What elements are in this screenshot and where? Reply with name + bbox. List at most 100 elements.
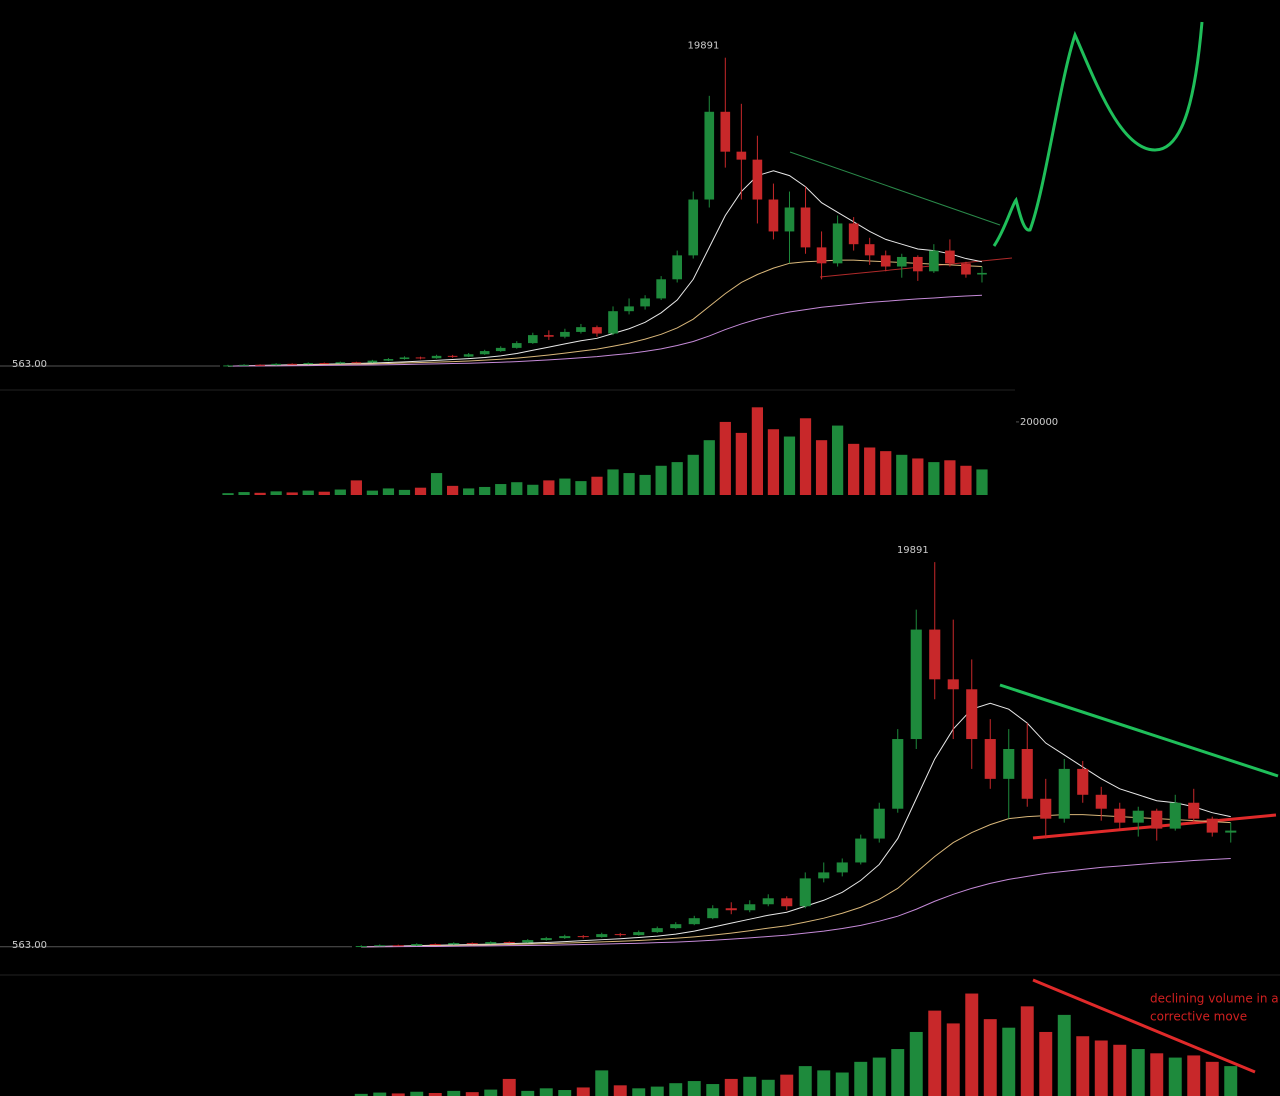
resistance-line xyxy=(789,151,1001,226)
volume-bar xyxy=(465,1092,479,1096)
volume-bar xyxy=(815,440,828,495)
volume-bar xyxy=(302,490,314,495)
candle-body xyxy=(1132,810,1144,823)
volume-bar xyxy=(880,451,892,495)
candle-body xyxy=(818,872,830,879)
moving-average xyxy=(228,259,983,367)
volume-bar xyxy=(687,454,699,495)
volume-bar xyxy=(669,1083,683,1096)
volume-bar xyxy=(1039,1031,1053,1096)
candle-body xyxy=(736,151,747,160)
candle-body xyxy=(1077,768,1089,795)
volume-bar xyxy=(446,485,459,495)
candle-body xyxy=(415,357,426,359)
candle-body xyxy=(929,250,939,272)
candle-body xyxy=(1021,749,1033,799)
candle-body xyxy=(448,943,460,945)
candle-body xyxy=(744,904,756,911)
candle-body xyxy=(503,942,515,944)
volume-bar xyxy=(334,489,346,495)
candle-body xyxy=(707,908,719,919)
candle-body xyxy=(392,945,404,947)
volume-bar xyxy=(946,1023,960,1096)
volume-bar xyxy=(350,480,362,495)
candle-body xyxy=(864,244,875,256)
volume-bar xyxy=(527,484,539,495)
candle-body xyxy=(1169,802,1181,829)
candle-body xyxy=(688,918,700,925)
moving-average xyxy=(361,702,1231,948)
candle-body xyxy=(351,362,362,364)
volume-bar xyxy=(854,1061,868,1096)
volume-bar xyxy=(735,432,747,495)
candle-body xyxy=(961,263,971,275)
volume-bar xyxy=(623,473,635,495)
volume-bar xyxy=(983,1019,997,1096)
candle-body xyxy=(816,247,827,264)
candle-body xyxy=(608,311,618,334)
candle-body xyxy=(688,199,699,256)
volume-bar xyxy=(767,429,780,495)
candle-body xyxy=(596,934,608,938)
volume-bar xyxy=(286,492,298,495)
candle-body xyxy=(873,808,885,839)
volume-bar xyxy=(928,1010,942,1096)
candle-body xyxy=(485,942,497,944)
volume-bar xyxy=(502,1078,516,1096)
candle-body xyxy=(640,298,650,307)
candle-body xyxy=(966,689,978,740)
volume-bar xyxy=(1205,1061,1219,1096)
price-label: 563.00 xyxy=(12,940,47,951)
candle-body xyxy=(1095,794,1107,809)
candle-body xyxy=(223,365,233,367)
volume-bar xyxy=(410,1091,424,1096)
candle-body xyxy=(855,838,867,863)
volume-bar xyxy=(613,1085,627,1096)
candle-body xyxy=(479,351,490,355)
candle-body xyxy=(633,932,645,936)
volume-bar xyxy=(447,1090,461,1096)
candle-body xyxy=(528,335,538,344)
volume-bar xyxy=(671,462,683,495)
candle-body xyxy=(762,898,774,905)
candle-body xyxy=(947,679,959,690)
peak-label: 19891 xyxy=(688,41,720,52)
volume-bar xyxy=(650,1086,664,1096)
candle-body xyxy=(544,335,554,337)
volume-bar xyxy=(495,484,507,495)
candle-body xyxy=(577,936,589,938)
candle-body xyxy=(411,944,423,946)
volume-bar xyxy=(254,492,266,495)
candle-body xyxy=(431,355,442,359)
candle-body xyxy=(704,111,715,200)
volume-bar xyxy=(318,491,330,495)
volume-bar xyxy=(539,1088,553,1096)
volume-bar xyxy=(1187,1055,1201,1096)
candle-body xyxy=(1040,798,1052,819)
volume-bar xyxy=(238,492,250,495)
volume-bar xyxy=(607,469,619,495)
volume-bar xyxy=(558,1090,572,1096)
volume-bar xyxy=(896,454,908,495)
candle-body xyxy=(239,364,249,366)
annotation: declining volume in a xyxy=(1150,992,1279,1006)
volume-bar xyxy=(848,443,860,495)
volume-bar xyxy=(1002,1027,1016,1096)
candle-body xyxy=(720,111,731,152)
projection-curve xyxy=(992,21,1204,247)
volume-bar xyxy=(799,418,812,495)
volume-bar xyxy=(912,458,924,495)
candle-body xyxy=(1003,749,1015,779)
volume-bar xyxy=(1076,1036,1090,1096)
candle-body xyxy=(1114,808,1126,823)
volume-bar xyxy=(909,1031,923,1096)
candle-body xyxy=(511,343,522,348)
volume-bar xyxy=(783,436,796,495)
candle-body xyxy=(367,360,378,363)
candle-body xyxy=(725,908,737,911)
candle-body xyxy=(896,256,907,267)
candle-body xyxy=(799,878,811,907)
volume-bar xyxy=(798,1066,812,1096)
volume-bar xyxy=(222,493,234,495)
volume-bar xyxy=(1131,1049,1145,1096)
